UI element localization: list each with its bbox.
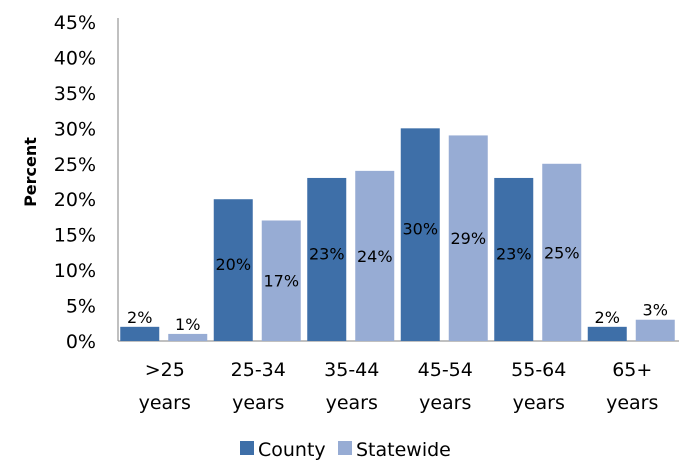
data-label: 20% [215, 255, 251, 274]
data-label: 17% [263, 272, 299, 291]
bar-county-2 [307, 177, 347, 341]
x-category-label: 55-64 [511, 359, 566, 381]
data-label: 25% [544, 243, 580, 262]
x-category-label: 35-44 [324, 359, 379, 381]
x-category-label: years [326, 392, 378, 414]
legend: County Statewide [240, 439, 451, 461]
axis-layer: 0% 5% 10% 15% 20% 25% 30% 35% 40% 45% >25 years 25-3… [54, 12, 679, 414]
bar-statewide-3 [448, 135, 488, 341]
legend-label-statewide: Statewide [356, 439, 451, 461]
data-label: 30% [402, 220, 438, 239]
x-category-label: years [513, 392, 565, 414]
x-category-label: 45-54 [418, 359, 473, 381]
x-category-label: >25 [145, 359, 185, 381]
data-label: 2% [127, 308, 152, 327]
y-tick-label: 20% [54, 189, 96, 211]
bar-statewide-5 [635, 319, 675, 341]
x-category-label: years [606, 392, 658, 414]
bar-county-5 [587, 326, 627, 341]
legend-swatch-statewide [338, 441, 352, 455]
y-axis-title: Percent [21, 137, 40, 207]
data-label: 23% [496, 244, 532, 263]
x-category-label: years [232, 392, 284, 414]
bar-statewide-4 [542, 163, 582, 341]
y-tick-label: 30% [54, 118, 96, 140]
y-tick-label: 35% [54, 83, 96, 105]
x-category-label: 65+ [612, 359, 652, 381]
x-category-label: years [419, 392, 471, 414]
bar-county-3 [400, 128, 440, 341]
bar-county-1 [213, 199, 253, 341]
data-label: 23% [309, 244, 345, 263]
data-label: 29% [450, 229, 486, 248]
y-tick-label: 45% [54, 12, 96, 34]
y-tick-label: 10% [54, 260, 96, 282]
bar-statewide-1 [261, 220, 301, 341]
bar-layer [120, 128, 675, 341]
y-tick-label: 15% [54, 225, 96, 247]
y-tick-label: 0% [66, 331, 96, 353]
bar-statewide-2 [355, 170, 395, 341]
data-label-layer: 2% 1% 20% 17% 23% 24% 30% 29% 23% 25% 2% 3% [127, 220, 668, 334]
data-label: 1% [175, 315, 200, 334]
data-label: 3% [643, 301, 668, 320]
y-tick-label: 5% [66, 296, 96, 318]
x-category-label: 25-34 [231, 359, 286, 381]
y-tick-label: 40% [54, 47, 96, 69]
data-label: 24% [357, 247, 393, 266]
legend-label-county: County [258, 439, 326, 461]
legend-swatch-county [240, 441, 254, 455]
x-category-label: years [139, 392, 191, 414]
bar-statewide-0 [168, 333, 208, 341]
y-tick-label: 25% [54, 154, 96, 176]
bar-county-4 [494, 177, 534, 341]
bar-county-0 [120, 326, 160, 341]
data-label: 2% [595, 308, 620, 327]
